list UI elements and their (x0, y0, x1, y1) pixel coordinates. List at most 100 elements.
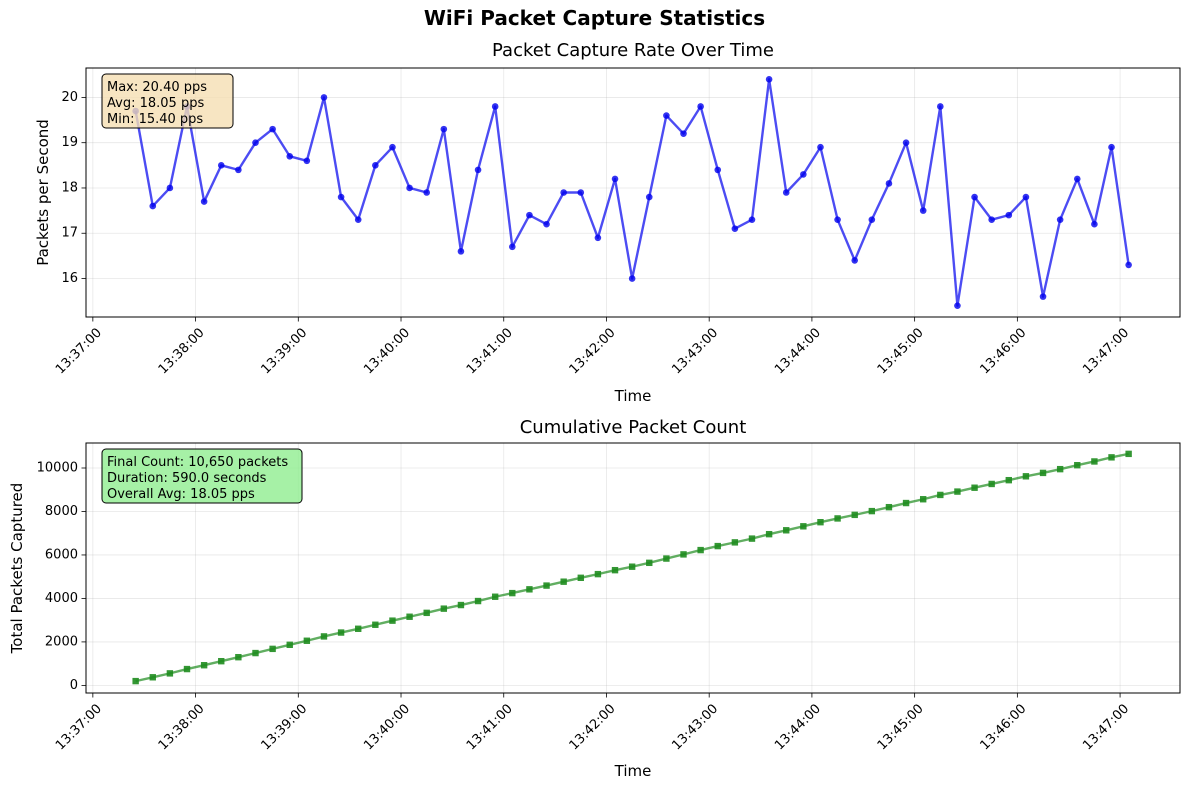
data-point (149, 674, 156, 681)
axes-frame (85, 67, 1181, 318)
data-point (423, 189, 430, 196)
data-point (697, 103, 704, 110)
data-point (885, 503, 893, 511)
data-point (303, 157, 311, 165)
data-point (509, 589, 516, 597)
data-point (354, 216, 362, 223)
data-point (1091, 220, 1098, 228)
data-point (1125, 261, 1132, 269)
data-point (731, 225, 739, 233)
data-point (697, 546, 704, 554)
data-point (252, 139, 259, 146)
data-point (1022, 473, 1030, 480)
data-point (1005, 211, 1013, 219)
y-tick-label: 16 (61, 271, 78, 286)
data-point (680, 551, 687, 558)
data-point (286, 152, 294, 160)
data-point (765, 76, 773, 83)
x-tick-label: 13:40:00 (361, 701, 413, 753)
data-point (217, 162, 225, 169)
data-point (663, 112, 670, 119)
data-point (902, 139, 910, 146)
y-tick-label: 8000 (45, 504, 78, 519)
y-tick-label: 19 (61, 135, 78, 150)
y-axis-label: Packets per Second (34, 119, 52, 266)
data-point (954, 302, 961, 309)
x-tick-label: 13:47:00 (1080, 701, 1132, 753)
data-point (783, 527, 790, 534)
x-tick-label: 13:46:00 (978, 701, 1030, 753)
data-point (902, 499, 910, 507)
data-point (389, 617, 396, 624)
data-point (817, 518, 824, 526)
stats-annotation-box (101, 448, 303, 504)
data-point (1039, 469, 1047, 477)
data-point (509, 243, 516, 251)
data-point (543, 582, 550, 589)
data-point (714, 166, 722, 174)
data-point (817, 143, 824, 151)
data-point (474, 597, 482, 605)
data-point (235, 166, 242, 174)
data-point (680, 130, 687, 137)
data-point (560, 578, 567, 585)
data-point (971, 484, 978, 491)
data-point (1056, 216, 1064, 223)
data-point (1108, 454, 1115, 461)
data-point (474, 166, 482, 174)
y-tick-label: 0 (70, 678, 78, 693)
x-tick-label: 13:45:00 (875, 701, 927, 753)
x-tick-label: 13:40:00 (361, 325, 413, 377)
data-point (457, 248, 465, 255)
data-point (800, 523, 807, 530)
data-point (423, 609, 430, 617)
data-point (372, 162, 379, 169)
figure-title: WiFi Packet Capture Statistics (423, 6, 766, 30)
data-point (868, 507, 876, 515)
data-point (748, 216, 756, 223)
data-point (166, 184, 174, 192)
data-point (406, 184, 413, 192)
data-point (628, 563, 636, 570)
data-point (851, 257, 859, 264)
x-tick-label: 13:42:00 (567, 325, 619, 377)
axes-title: Cumulative Packet Count (520, 417, 747, 438)
data-point (389, 143, 396, 151)
x-axis-label: Time (614, 762, 652, 780)
chart-panel-2: 13:37:00 13:38:00 13:39:00 13:40:00 13:41:00… (8, 417, 1181, 780)
data-point (526, 211, 533, 219)
y-tick-label: 17 (61, 226, 78, 241)
data-point (269, 125, 276, 133)
data-point (526, 586, 533, 593)
x-tick-label: 13:38:00 (156, 325, 208, 377)
y-tick-label: 4000 (45, 591, 78, 606)
stats-annotation-line: Final Count: 10,650 packets (107, 455, 288, 470)
axes-title: Packet Capture Rate Over Time (492, 40, 774, 61)
data-point (440, 605, 448, 612)
data-point (457, 601, 465, 609)
data-point (645, 193, 653, 201)
data-point (269, 645, 276, 653)
data-point (834, 216, 841, 223)
data-point (166, 670, 174, 677)
data-point (577, 574, 584, 582)
data-point (800, 171, 807, 178)
data-point (988, 216, 995, 223)
data-point (286, 641, 293, 649)
data-point (885, 180, 893, 187)
data-point (406, 613, 413, 620)
data-point (748, 535, 756, 542)
data-point (646, 559, 653, 567)
data-point (1039, 293, 1047, 300)
data-point (1073, 175, 1081, 183)
y-axis-label: Total Packets Captured (8, 483, 26, 655)
data-point (611, 566, 619, 574)
data-point (714, 542, 721, 550)
x-tick-label: 13:39:00 (258, 325, 310, 377)
data-point (1091, 458, 1098, 465)
data-point (1022, 193, 1030, 201)
x-tick-label: 13:39:00 (258, 701, 310, 753)
data-point (954, 488, 961, 495)
data-point (594, 234, 602, 242)
